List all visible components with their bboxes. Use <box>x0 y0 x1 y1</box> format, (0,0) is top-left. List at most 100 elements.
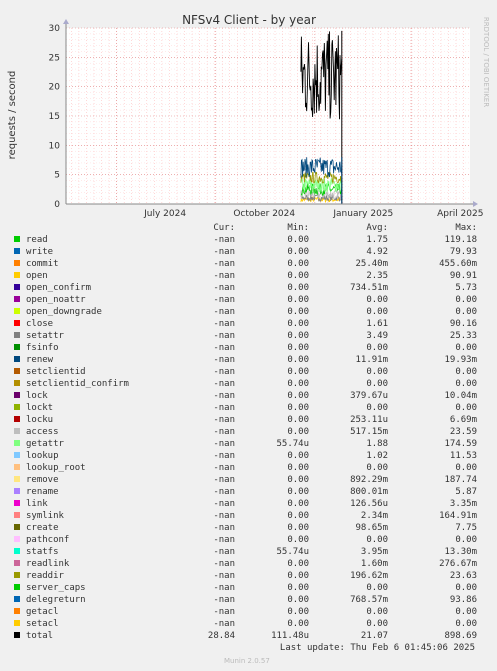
chart-title: NFSv4 Client - by year <box>182 13 316 27</box>
legend-swatch <box>14 416 20 422</box>
legend-swatch <box>14 452 20 458</box>
legend-min: 0.00 <box>287 259 309 269</box>
legend-min: 0.00 <box>287 271 309 281</box>
legend-max: 5.73 <box>455 283 477 293</box>
legend-max: 6.69m <box>449 415 477 425</box>
legend-min: 0.00 <box>287 583 309 593</box>
series-line-getattr <box>300 177 343 193</box>
legend-min: 0.00 <box>287 247 309 257</box>
legend-header-min: Min: <box>287 223 309 233</box>
legend-cur: -nan <box>213 259 235 269</box>
legend: Cur: Min: Avg: Max: read -nan 0.00 1.75 119.… <box>0 222 497 642</box>
legend-min: 111.48u <box>271 631 309 641</box>
legend-name: setclientid <box>26 367 86 377</box>
legend-header-cur: Cur: <box>213 223 235 233</box>
y-axis-arrow <box>63 19 69 24</box>
legend-max: 3.35m <box>449 499 477 509</box>
legend-max: 11.53 <box>449 451 477 461</box>
legend-min: 0.00 <box>287 379 309 389</box>
last-update: Last update: Thu Feb 6 01:45:06 2025 <box>279 643 475 653</box>
legend-row-pathconf: pathconf -nan 0.00 0.00 0.00 <box>0 534 497 546</box>
legend-min: 0.00 <box>287 319 309 329</box>
legend-row-open_downgrade: open_downgrade -nan 0.00 0.00 0.00 <box>0 306 497 318</box>
legend-max: 90.16 <box>449 319 477 329</box>
legend-avg: 0.00 <box>366 379 388 389</box>
legend-min: 0.00 <box>287 235 309 245</box>
legend-name: close <box>26 319 54 329</box>
legend-swatch <box>14 548 20 554</box>
legend-cur: -nan <box>213 379 235 389</box>
legend-min: 0.00 <box>287 463 309 473</box>
legend-row-read: read -nan 0.00 1.75 119.18 <box>0 234 497 246</box>
legend-row-write: write -nan 0.00 4.92 79.93 <box>0 246 497 258</box>
legend-max: 7.75 <box>455 523 477 533</box>
legend-swatch <box>14 344 20 350</box>
legend-name: open_downgrade <box>26 307 102 317</box>
legend-swatch <box>14 332 20 338</box>
legend-swatch <box>14 272 20 278</box>
x-tick-label: July 2024 <box>143 209 186 219</box>
legend-header-avg: Avg: <box>366 223 388 233</box>
legend-min: 0.00 <box>287 523 309 533</box>
legend-swatch <box>14 500 20 506</box>
legend-row-lookup: lookup -nan 0.00 1.02 11.53 <box>0 450 497 462</box>
legend-name: open_confirm <box>26 283 92 293</box>
legend-swatch <box>14 428 20 434</box>
legend-cur: -nan <box>213 487 235 497</box>
legend-row-setclientid: setclientid -nan 0.00 0.00 0.00 <box>0 366 497 378</box>
legend-name: lookup_root <box>26 463 86 473</box>
legend-avg: 379.67u <box>350 391 388 401</box>
legend-row-lock: lock -nan 0.00 379.67u 10.04m <box>0 390 497 402</box>
legend-avg: 253.11u <box>350 415 388 425</box>
legend-row-locku: locku -nan 0.00 253.11u 6.69m <box>0 414 497 426</box>
legend-avg: 1.60m <box>360 559 388 569</box>
y-tick-label: 15 <box>49 112 60 122</box>
legend-cur: -nan <box>213 427 235 437</box>
chart: NFSv4 Client - by year requests / second… <box>7 13 490 219</box>
legend-swatch <box>14 572 20 578</box>
legend-cur: -nan <box>213 559 235 569</box>
legend-swatch <box>14 596 20 602</box>
x-tick-label: January 2025 <box>332 209 393 219</box>
legend-avg: 768.57m <box>350 595 388 605</box>
legend-max: 0.00 <box>455 295 477 305</box>
y-tick-label: 30 <box>49 24 61 34</box>
legend-row-open_noattr: open_noattr -nan 0.00 0.00 0.00 <box>0 294 497 306</box>
y-tick-label: 0 <box>54 200 60 210</box>
legend-avg: 25.40m <box>355 259 388 269</box>
legend-max: 0.00 <box>455 583 477 593</box>
legend-min: 0.00 <box>287 343 309 353</box>
legend-name: access <box>26 427 59 437</box>
legend-cur: -nan <box>213 619 235 629</box>
legend-max: 187.74 <box>444 475 477 485</box>
legend-name: open_noattr <box>26 295 86 305</box>
legend-min: 0.00 <box>287 619 309 629</box>
legend-max: 174.59 <box>444 439 477 449</box>
legend-name: rename <box>26 487 59 497</box>
legend-row-delegreturn: delegreturn -nan 0.00 768.57m 93.86 <box>0 594 497 606</box>
legend-swatch <box>14 536 20 542</box>
legend-avg: 2.34m <box>360 511 388 521</box>
legend-min: 0.00 <box>287 535 309 545</box>
legend-avg: 0.00 <box>366 607 388 617</box>
legend-row-access: access -nan 0.00 517.15m 23.59 <box>0 426 497 438</box>
legend-cur: -nan <box>213 403 235 413</box>
legend-row-setacl: setacl -nan 0.00 0.00 0.00 <box>0 618 497 630</box>
legend-row-statfs: statfs -nan 55.74u 3.95m 13.30m <box>0 546 497 558</box>
legend-max: 90.91 <box>449 271 477 281</box>
legend-name: server_caps <box>26 583 86 593</box>
legend-row-remove: remove -nan 0.00 892.29m 187.74 <box>0 474 497 486</box>
legend-cur: -nan <box>213 475 235 485</box>
legend-name: symlink <box>26 511 64 521</box>
legend-cur: -nan <box>213 247 235 257</box>
legend-cur: -nan <box>213 583 235 593</box>
legend-cur: -nan <box>213 607 235 617</box>
legend-min: 55.74u <box>276 439 309 449</box>
legend-name: create <box>26 523 59 533</box>
legend-name: setacl <box>26 619 59 629</box>
legend-max: 0.00 <box>455 463 477 473</box>
legend-row-readlink: readlink -nan 0.00 1.60m 276.67m <box>0 558 497 570</box>
legend-avg: 1.88 <box>366 439 388 449</box>
tick-labels: 0 5 10 15 20 25 30 July 2024 October 2024 January… <box>49 24 484 219</box>
legend-min: 55.74u <box>276 547 309 557</box>
